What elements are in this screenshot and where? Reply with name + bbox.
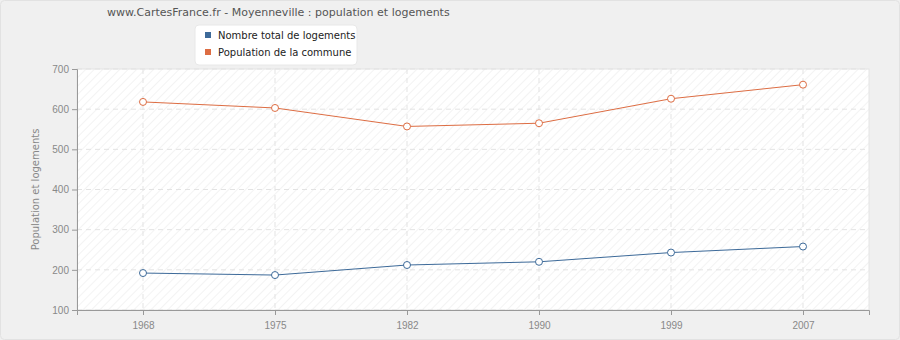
legend-swatch [205,32,211,38]
point [272,104,279,111]
tick-label: 1982 [396,320,419,331]
point [800,243,807,250]
tick-mark [275,310,276,315]
axis-line [72,70,78,311]
y-tick: 600 [52,104,77,115]
tick-mark [407,310,408,315]
legend-label: Nombre total de logements [218,30,355,41]
plot: 100 200 300 400 500 600 700 1968 1975 1982 1990 199… [52,64,869,331]
point [140,98,147,105]
grid-line [77,269,869,270]
tick-mark [143,310,144,315]
tick-mark [72,310,77,311]
y-tick: 300 [52,224,77,235]
x-tick: 1982 [396,310,419,331]
point [800,81,807,88]
point [668,249,675,256]
y-tick: 400 [52,184,77,195]
tick-label: 1990 [528,320,551,331]
point [404,262,411,269]
y-tick: 200 [52,265,77,276]
tick-label: 600 [52,104,69,115]
x-tick: 1999 [660,310,683,331]
grid-line [803,69,804,310]
marks [140,81,807,278]
chart: 100 200 300 400 500 600 700 1968 1975 1982 1990 199… [0,0,900,340]
tick-label: 700 [52,64,69,75]
y-axis: 100 200 300 400 500 600 700 [52,64,77,316]
legend-item: Nombre total de logements [205,30,355,41]
tick-label: 1968 [132,320,155,331]
x-axis: 1968 1975 1982 1990 1999 2007 [78,310,870,331]
grid-line [77,149,869,150]
line [143,247,803,276]
tick-label: 1999 [660,320,683,331]
y-tick: 500 [52,144,77,155]
legend-box [195,25,357,65]
legend-label: Population de la commune [218,47,351,58]
tick-label: 300 [52,224,69,235]
title: www.CartesFrance.fr - Moyenneville : pop… [107,6,450,19]
tick-mark [803,310,804,315]
grid-line [407,69,408,310]
point [536,120,543,127]
tick-mark [72,190,77,191]
point [668,95,675,102]
axis-title: Population et logements [30,129,41,251]
tick-mark [671,310,672,315]
tick-label: 1975 [264,320,287,331]
axis-line [78,311,870,316]
tick-mark [72,109,77,110]
point [404,123,411,130]
grid-line [539,69,540,310]
x-tick: 1990 [528,310,551,331]
tick-label: 200 [52,265,69,276]
grid-line [671,69,672,310]
point [272,272,279,279]
legend-item: Population de la commune [205,47,351,58]
tick-label: 400 [52,184,69,195]
tick-label: 500 [52,144,69,155]
legend: Nombre total de logements Population de l… [195,25,357,65]
tick-mark [72,69,77,70]
grid-line [77,69,869,70]
grid [77,69,869,310]
point [140,270,147,277]
tick-label: 100 [52,305,69,316]
plot-area [77,69,869,310]
grid-line [77,229,869,230]
y-tick: 100 [52,305,77,316]
tick-mark [72,149,77,150]
x-tick: 2007 [792,310,815,331]
point [536,258,543,265]
x-tick: 1975 [264,310,287,331]
grid-line [77,189,869,190]
tick-mark [72,270,77,271]
x-tick: 1968 [132,310,155,331]
tick-label: 2007 [792,320,815,331]
line [143,85,803,127]
y-tick: 700 [52,64,77,75]
legend-swatch [205,49,211,55]
background [1,1,900,340]
tick-mark [539,310,540,315]
grid-line [77,109,869,110]
tick-mark [72,230,77,231]
